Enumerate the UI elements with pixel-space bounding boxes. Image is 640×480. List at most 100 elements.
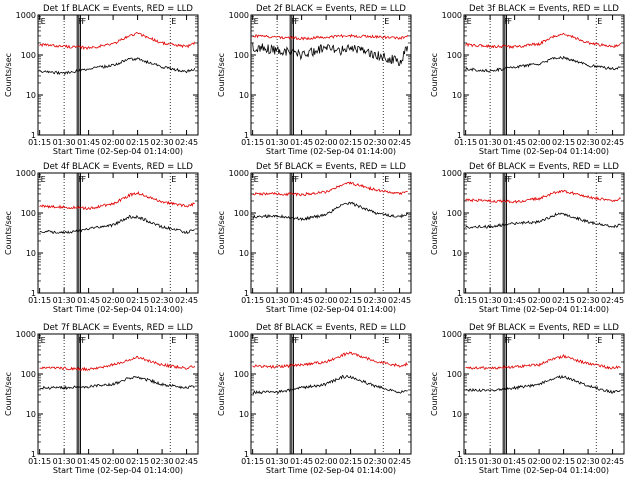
marker-label: E — [467, 175, 472, 184]
y-tick-label: 1000 — [16, 169, 36, 178]
series-line-lld — [39, 32, 196, 51]
x-tick-label: 01:15 — [241, 138, 264, 147]
x-tick-label: 02:45 — [388, 296, 411, 305]
plot-frame — [250, 172, 412, 294]
y-tick-label: 1000 — [442, 330, 462, 339]
marker-label: F — [507, 175, 512, 184]
chart-title: Det 2f BLACK = Events, RED = LLD — [256, 4, 406, 14]
marker-label: E — [467, 17, 472, 26]
x-tick-label: 01:30 — [479, 296, 502, 305]
y-tick-label: 10 — [452, 91, 462, 100]
plot-frame — [250, 14, 412, 136]
x-axis-label: Start Time (02-Sep-04 01:14:00) — [266, 305, 396, 314]
x-tick-label: 01:45 — [290, 457, 313, 466]
x-tick-label: 02:00 — [315, 457, 338, 466]
x-tick-label: 02:00 — [528, 296, 551, 305]
y-tick-label: 10 — [26, 249, 36, 258]
y-tick-label: 1 — [244, 131, 249, 140]
x-tick-label: 01:15 — [241, 457, 264, 466]
marker-label: F — [78, 175, 83, 184]
series-line-lld — [39, 355, 196, 372]
marker-label: F — [504, 17, 509, 26]
y-tick-label: 10 — [239, 410, 249, 419]
x-tick-label: 01:45 — [290, 138, 313, 147]
series-line-events — [465, 374, 621, 394]
x-axis-label: Start Time (02-Sep-04 01:14:00) — [266, 466, 396, 475]
series-line-events — [465, 55, 621, 73]
y-axis-label: Counts/sec — [4, 53, 13, 97]
y-axis-label: Counts/sec — [217, 211, 226, 255]
y-axis-label: Counts/sec — [4, 372, 13, 416]
marker-label: E — [384, 336, 389, 345]
x-tick-label: 01:30 — [53, 296, 76, 305]
series-line-lld — [39, 191, 195, 211]
x-axis-label: Start Time (02-Sep-04 01:14:00) — [53, 305, 183, 314]
x-tick-label: 01:45 — [77, 296, 100, 305]
marker-label: F — [507, 336, 512, 345]
series-line-events — [39, 376, 195, 390]
x-tick-label: 02:45 — [601, 138, 624, 147]
marker-label: E — [41, 175, 46, 184]
marker-label: E — [41, 336, 46, 345]
chart-title: Det 4f BLACK = Events, RED = LLD — [43, 162, 193, 172]
y-tick-label: 10 — [26, 410, 36, 419]
x-tick-label: 01:30 — [266, 457, 289, 466]
x-tick-label: 02:15 — [126, 296, 149, 305]
x-tick-label: 02:30 — [151, 457, 174, 466]
series-line-events — [39, 214, 195, 235]
x-tick-label: 02:15 — [339, 296, 362, 305]
y-tick-label: 1 — [457, 450, 462, 459]
marker-label: F — [291, 17, 296, 26]
x-tick-label: 02:30 — [577, 296, 600, 305]
x-tick-label: 02:00 — [315, 138, 338, 147]
series-line-events — [39, 57, 196, 76]
x-tick-label: 02:30 — [364, 457, 387, 466]
plot-frame — [37, 172, 199, 294]
x-axis-label: Start Time (02-Sep-04 01:14:00) — [53, 466, 183, 475]
x-axis-label: Start Time (02-Sep-04 01:14:00) — [479, 305, 609, 314]
marker-label: E — [384, 17, 389, 26]
x-axis-label: Start Time (02-Sep-04 01:14:00) — [266, 147, 396, 156]
y-tick-label: 1 — [31, 131, 36, 140]
series-line-lld — [252, 33, 409, 41]
series-line-lld — [465, 189, 621, 204]
marker-label: E — [171, 336, 176, 345]
x-tick-label: 02:30 — [151, 296, 174, 305]
x-tick-label: 02:00 — [315, 296, 338, 305]
marker-label: E — [384, 175, 389, 184]
chart-title: Det 3f BLACK = Events, RED = LLD — [469, 4, 619, 14]
x-tick-label: 01:45 — [503, 457, 526, 466]
marker-label: F — [81, 336, 86, 345]
x-axis-label: Start Time (02-Sep-04 01:14:00) — [479, 147, 609, 156]
y-tick-label: 1 — [244, 450, 249, 459]
x-tick-label: 01:45 — [77, 457, 100, 466]
marker-label: F — [294, 336, 299, 345]
marker-label: E — [254, 17, 259, 26]
x-tick-label: 01:30 — [266, 296, 289, 305]
y-tick-label: 10 — [239, 249, 249, 258]
marker-label: E — [171, 17, 176, 26]
x-tick-label: 02:00 — [102, 138, 125, 147]
x-tick-label: 02:45 — [175, 457, 198, 466]
y-tick-label: 100 — [234, 370, 249, 379]
y-axis-label: Counts/sec — [430, 211, 439, 255]
y-tick-label: 100 — [447, 51, 462, 60]
marker-label: F — [81, 17, 86, 26]
x-tick-label: 01:30 — [53, 457, 76, 466]
marker-label: E — [254, 336, 259, 345]
x-tick-label: 02:30 — [364, 138, 387, 147]
x-tick-label: 02:45 — [388, 138, 411, 147]
marker-label: E — [467, 336, 472, 345]
x-tick-label: 02:15 — [126, 138, 149, 147]
series-line-events — [252, 42, 409, 66]
x-tick-label: 02:00 — [528, 457, 551, 466]
marker-label: F — [507, 17, 512, 26]
y-tick-label: 1000 — [229, 169, 249, 178]
x-tick-label: 02:45 — [601, 457, 624, 466]
plot-frame — [37, 333, 199, 455]
